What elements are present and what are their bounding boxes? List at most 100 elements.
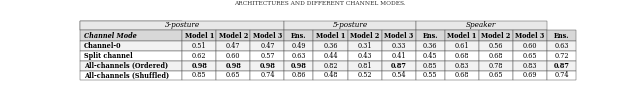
Bar bbox=[284, 61, 314, 71]
Text: 0.85: 0.85 bbox=[192, 71, 207, 79]
Text: 0.49: 0.49 bbox=[292, 42, 306, 50]
Text: 0.68: 0.68 bbox=[454, 52, 469, 60]
Bar bbox=[547, 71, 576, 80]
Bar bbox=[381, 51, 416, 61]
Text: 0.60: 0.60 bbox=[523, 42, 537, 50]
Text: Ens.: Ens. bbox=[422, 32, 438, 40]
Bar bbox=[314, 41, 348, 51]
Text: 0.47: 0.47 bbox=[226, 42, 241, 50]
Bar bbox=[416, 61, 445, 71]
Bar bbox=[250, 51, 284, 61]
Bar bbox=[381, 71, 416, 80]
Bar bbox=[80, 30, 182, 41]
Bar bbox=[348, 61, 381, 71]
Text: 0.45: 0.45 bbox=[423, 52, 438, 60]
Text: 0.33: 0.33 bbox=[392, 42, 406, 50]
Text: Model 2: Model 2 bbox=[481, 32, 511, 40]
Bar bbox=[216, 61, 250, 71]
Bar bbox=[314, 30, 348, 41]
Bar bbox=[479, 51, 513, 61]
Text: 0.85: 0.85 bbox=[423, 62, 438, 70]
Bar bbox=[284, 71, 314, 80]
Text: 0.43: 0.43 bbox=[357, 52, 372, 60]
Text: 5-posture: 5-posture bbox=[333, 21, 367, 29]
Bar bbox=[80, 21, 182, 30]
Text: 0.65: 0.65 bbox=[523, 52, 537, 60]
Text: 0.81: 0.81 bbox=[357, 62, 372, 70]
Text: 0.31: 0.31 bbox=[357, 42, 372, 50]
Text: 0.60: 0.60 bbox=[226, 52, 241, 60]
Bar bbox=[314, 61, 348, 71]
Bar bbox=[348, 51, 381, 61]
Bar bbox=[216, 51, 250, 61]
Bar bbox=[445, 41, 479, 51]
Bar bbox=[513, 61, 547, 71]
Text: 0.98: 0.98 bbox=[225, 62, 241, 70]
Bar bbox=[250, 30, 284, 41]
Bar bbox=[348, 41, 381, 51]
Text: 0.87: 0.87 bbox=[391, 62, 406, 70]
Bar bbox=[80, 71, 182, 80]
Text: 0.74: 0.74 bbox=[260, 71, 275, 79]
Bar bbox=[445, 51, 479, 61]
Bar bbox=[381, 41, 416, 51]
Text: 0.72: 0.72 bbox=[554, 52, 569, 60]
Bar bbox=[445, 30, 479, 41]
Text: 0.98: 0.98 bbox=[191, 62, 207, 70]
Text: 0.62: 0.62 bbox=[192, 52, 207, 60]
Text: Channel-0: Channel-0 bbox=[84, 42, 122, 50]
Bar bbox=[348, 30, 381, 41]
Text: 0.83: 0.83 bbox=[454, 62, 469, 70]
Text: 3-posture: 3-posture bbox=[164, 21, 200, 29]
Bar bbox=[284, 51, 314, 61]
Text: 0.65: 0.65 bbox=[226, 71, 241, 79]
Text: Model 1: Model 1 bbox=[184, 32, 214, 40]
Bar bbox=[416, 21, 547, 30]
Text: Channel Mode: Channel Mode bbox=[84, 32, 137, 40]
Bar bbox=[314, 51, 348, 61]
Bar bbox=[284, 41, 314, 51]
Bar bbox=[445, 61, 479, 71]
Text: 0.78: 0.78 bbox=[488, 62, 503, 70]
Text: 0.98: 0.98 bbox=[291, 62, 307, 70]
Bar bbox=[479, 71, 513, 80]
Text: 0.65: 0.65 bbox=[488, 71, 503, 79]
Text: 0.47: 0.47 bbox=[260, 42, 275, 50]
Text: 0.98: 0.98 bbox=[259, 62, 275, 70]
Text: 0.36: 0.36 bbox=[323, 42, 338, 50]
Text: 0.74: 0.74 bbox=[554, 71, 569, 79]
Text: Ens.: Ens. bbox=[291, 32, 307, 40]
Text: Model 1: Model 1 bbox=[447, 32, 476, 40]
Bar bbox=[381, 30, 416, 41]
Text: 0.68: 0.68 bbox=[488, 52, 503, 60]
Text: Split channel: Split channel bbox=[84, 52, 132, 60]
Text: Model 3: Model 3 bbox=[384, 32, 413, 40]
Text: 0.48: 0.48 bbox=[323, 71, 338, 79]
Bar bbox=[547, 51, 576, 61]
Text: 0.61: 0.61 bbox=[454, 42, 469, 50]
Text: Speaker: Speaker bbox=[466, 21, 497, 29]
Bar bbox=[416, 30, 445, 41]
Bar bbox=[479, 61, 513, 71]
Bar bbox=[547, 30, 576, 41]
Text: 0.51: 0.51 bbox=[192, 42, 207, 50]
Text: 0.52: 0.52 bbox=[357, 71, 372, 79]
Bar bbox=[80, 61, 182, 71]
Bar bbox=[182, 41, 216, 51]
Text: 0.44: 0.44 bbox=[323, 52, 338, 60]
Bar bbox=[216, 71, 250, 80]
Bar bbox=[284, 21, 416, 30]
Bar bbox=[513, 71, 547, 80]
Bar bbox=[479, 30, 513, 41]
Bar bbox=[182, 30, 216, 41]
Text: 0.86: 0.86 bbox=[292, 71, 306, 79]
Text: 0.55: 0.55 bbox=[423, 71, 438, 79]
Bar bbox=[479, 41, 513, 51]
Bar bbox=[182, 51, 216, 61]
Text: Model 3: Model 3 bbox=[253, 32, 282, 40]
Text: All-channels (Shuffled): All-channels (Shuffled) bbox=[84, 71, 169, 79]
Text: 0.41: 0.41 bbox=[392, 52, 406, 60]
Bar bbox=[416, 41, 445, 51]
Text: ARCHITECTURES AND DIFFERENT CHANNEL MODES.: ARCHITECTURES AND DIFFERENT CHANNEL MODE… bbox=[234, 1, 406, 6]
Bar bbox=[416, 71, 445, 80]
